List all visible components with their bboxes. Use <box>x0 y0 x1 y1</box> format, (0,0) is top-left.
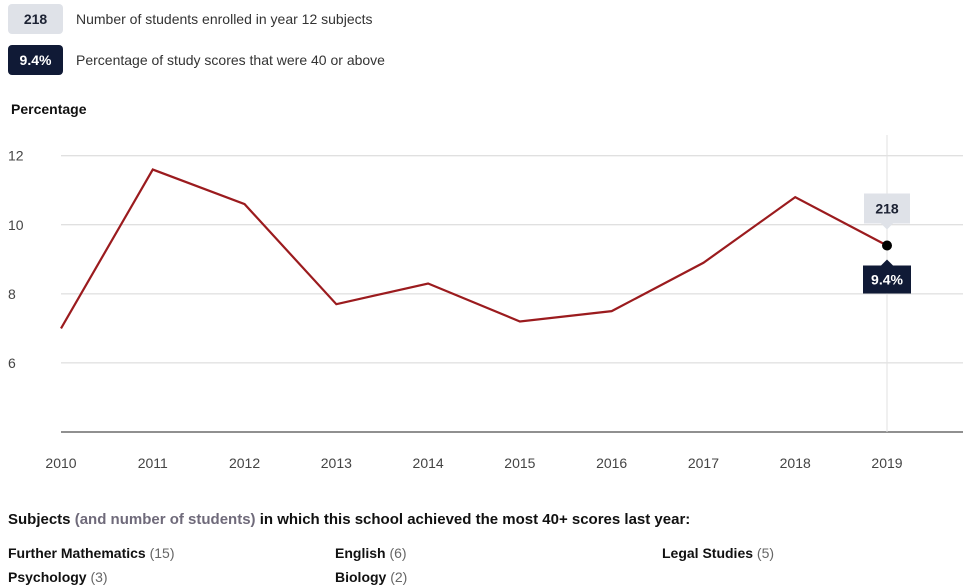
y-tick-label: 12 <box>8 148 24 164</box>
enrolled-tooltip <box>864 193 910 230</box>
subject-item: Further Mathematics (15) <box>8 545 175 561</box>
line-chart: 6 8 10 12 2010 2011 2012 2013 2014 2015 2016 2017 20… <box>8 135 963 471</box>
data-point <box>518 319 522 323</box>
data-point <box>610 309 614 313</box>
enrolled-label: Number of students enrolled in year 12 s… <box>76 11 373 27</box>
percent-tooltip <box>863 259 911 294</box>
x-tick-label: 2010 <box>45 455 76 471</box>
percent-tooltip-text: 9.4% <box>871 272 903 288</box>
x-tick-label: 2018 <box>780 455 811 471</box>
subjects-heading-text-1: Subjects <box>8 511 71 528</box>
subject-item: English (6) <box>335 545 407 561</box>
highlight-point <box>882 240 892 251</box>
subjects-heading-text-2: in which this school achieved the most 4… <box>259 511 691 528</box>
x-tick-label: 2017 <box>688 455 719 471</box>
data-point <box>793 195 797 199</box>
subjects-heading-muted: (and number of students) <box>74 511 256 528</box>
y-tick-label: 6 <box>8 355 16 371</box>
y-tick-label: 8 <box>8 286 16 302</box>
subject-name: Further Mathematics <box>8 545 146 561</box>
data-point <box>243 202 247 206</box>
subject-name: English <box>335 545 386 561</box>
score-label: Percentage of study scores that were 40 … <box>76 52 385 68</box>
x-tick-label: 2019 <box>871 455 902 471</box>
subject-item: Biology (2) <box>335 569 407 585</box>
subject-count: (2) <box>390 569 408 585</box>
subject-name: Biology <box>335 569 387 585</box>
y-tick-label: 10 <box>8 217 24 233</box>
legend-score: 9.4% Percentage of study scores that wer… <box>8 45 385 75</box>
subject-count: (5) <box>756 545 775 561</box>
subjects-heading: Subjects (and number of students) in whi… <box>8 511 690 528</box>
data-point <box>334 302 338 306</box>
x-tick-label: 2013 <box>321 455 352 471</box>
enrolled-tooltip-text: 218 <box>875 201 899 217</box>
series-line <box>60 168 888 329</box>
data-point <box>701 261 705 265</box>
x-tick-label: 2012 <box>229 455 260 471</box>
subject-item: Legal Studies (5) <box>662 545 774 561</box>
legend-enrolled: 218 Number of students enrolled in year … <box>8 4 373 34</box>
subject-name: Legal Studies <box>662 545 754 561</box>
y-axis-title: Percentage <box>11 101 87 117</box>
subject-name: Psychology <box>8 569 87 585</box>
data-point <box>59 326 63 330</box>
subject-count: (6) <box>389 545 407 561</box>
subject-count: (15) <box>149 545 175 561</box>
subject-count: (3) <box>90 569 108 585</box>
x-tick-label: 2016 <box>596 455 627 471</box>
subject-item: Psychology (3) <box>8 569 108 585</box>
data-point <box>426 282 430 286</box>
data-point <box>151 168 155 172</box>
enrolled-badge: 218 <box>8 4 63 34</box>
score-badge: 9.4% <box>8 45 63 75</box>
x-tick-label: 2011 <box>138 455 168 471</box>
x-tick-label: 2015 <box>504 455 535 471</box>
x-tick-label: 2014 <box>413 455 444 471</box>
